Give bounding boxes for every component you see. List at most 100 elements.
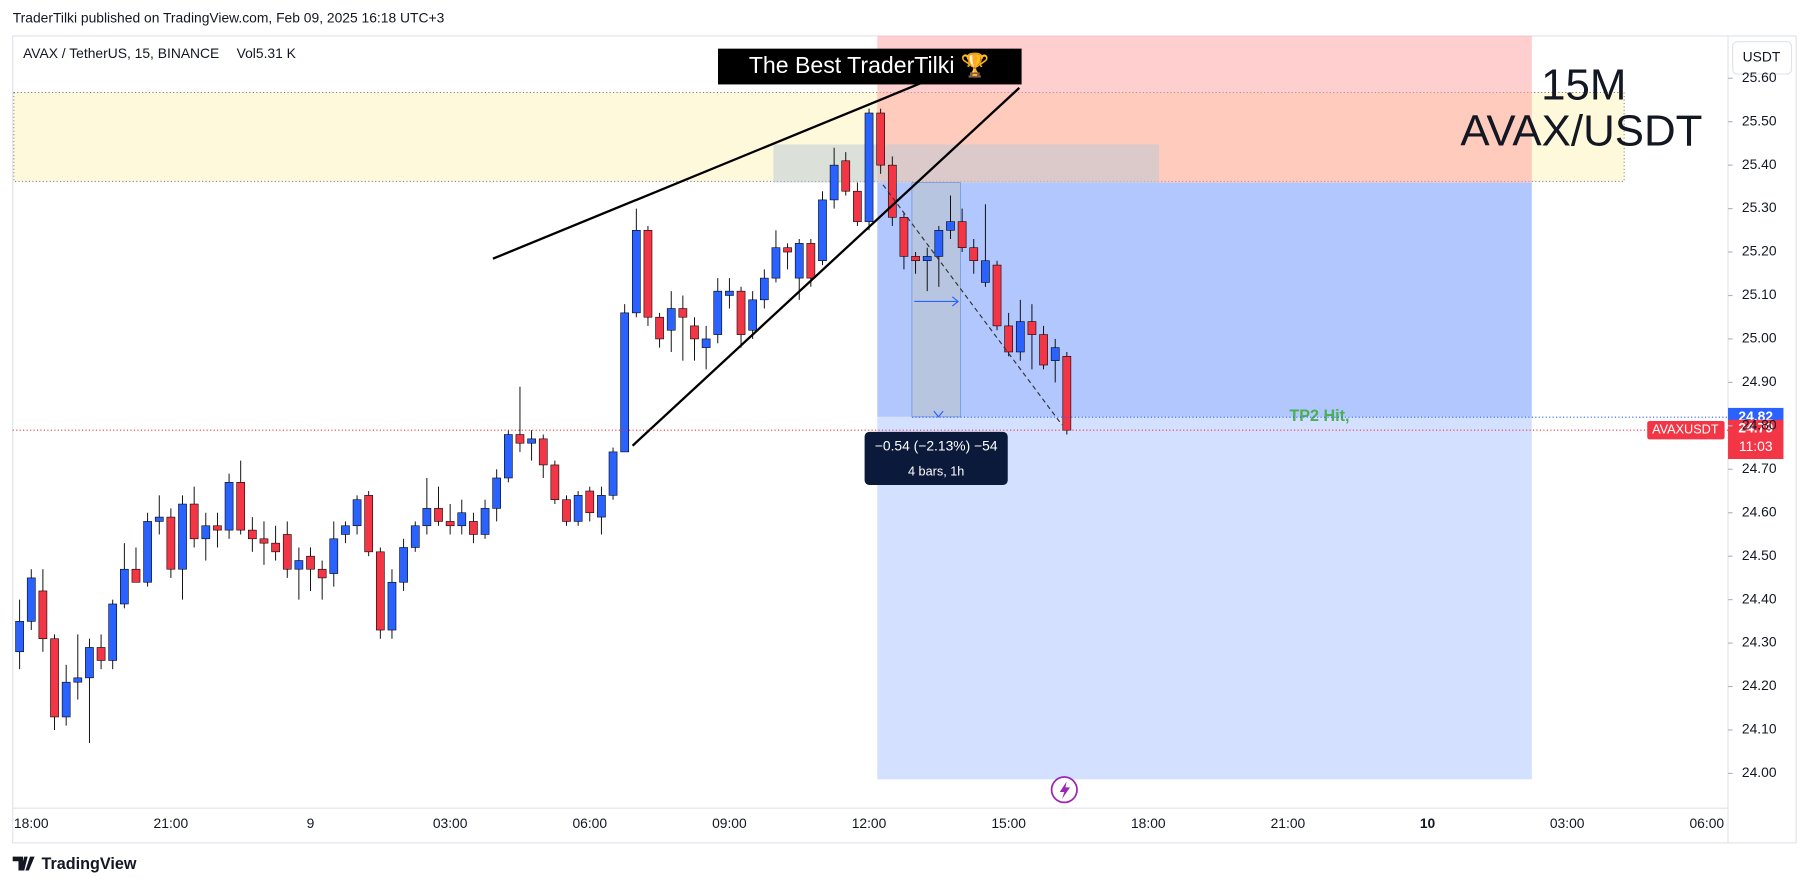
brand: TradingView (42, 855, 137, 873)
candle-body (655, 316, 664, 340)
candle-body (701, 338, 711, 348)
candle-body (620, 312, 630, 453)
candle-body (120, 568, 129, 605)
tp-label: TP2 Hit, (1289, 407, 1349, 425)
candle-body (562, 499, 571, 522)
candle-body (1062, 356, 1072, 431)
candle-body (1015, 321, 1025, 353)
y-tick-label: 25.10 (1742, 286, 1777, 302)
candle-body (469, 521, 478, 535)
candle-body (341, 525, 350, 535)
candle-body (236, 482, 246, 531)
y-tick-label: 24.20 (1742, 677, 1777, 693)
candle-body (946, 221, 955, 231)
candle-body (597, 495, 606, 518)
y-tick-label: 25.20 (1742, 243, 1777, 259)
candle-body (282, 534, 292, 570)
candle-body (85, 647, 94, 679)
y-tick-label: 25.60 (1742, 69, 1777, 85)
candle-body (480, 508, 490, 535)
candle-body (61, 681, 71, 718)
candle-body (1027, 321, 1037, 335)
measure-bars: 4 bars, 1h (908, 465, 964, 479)
candle-body (445, 521, 455, 527)
candle-body (399, 547, 408, 583)
candle-body (713, 290, 723, 335)
candle-body (748, 299, 758, 331)
candle-body (1004, 325, 1013, 353)
candle-body (992, 264, 1002, 327)
candle-body (224, 482, 234, 531)
currency-label: USDT (1743, 49, 1781, 65)
candle-body (15, 621, 24, 653)
candle-body (515, 434, 525, 444)
candle-body (538, 438, 548, 466)
candle-body (434, 508, 443, 522)
candle-body (678, 308, 688, 318)
measure-arrowhead (933, 410, 944, 418)
candle-body (143, 521, 152, 583)
overlay-symbol: AVAX/USDT (1460, 107, 1702, 156)
candle-body (841, 160, 851, 192)
candle-body (38, 590, 48, 640)
candle-body (422, 508, 432, 527)
projection-line (882, 184, 1063, 426)
candle-body (829, 164, 839, 201)
y-tick-label: 24.40 (1742, 590, 1777, 606)
x-tick-label: 06:00 (572, 815, 607, 831)
candle-body (329, 538, 339, 574)
candle-body (271, 542, 280, 553)
candle-body (608, 451, 618, 496)
candle-body (503, 434, 513, 479)
measure-change: −0.54 (−2.13%) −54 (875, 438, 998, 454)
banner (717, 48, 1022, 85)
last-price-box (1728, 419, 1784, 460)
y-tick-label: 25.00 (1742, 330, 1777, 346)
candle-body (376, 551, 385, 631)
brand-logo (12, 856, 35, 871)
candle-body (911, 256, 920, 262)
candle-body (527, 438, 536, 444)
candle-body (969, 247, 979, 262)
x-tick-label: 18:00 (1131, 815, 1166, 831)
x-tick-label: 10 (1420, 815, 1436, 831)
currency-button[interactable] (1732, 41, 1793, 75)
trendline (492, 81, 924, 260)
candle-body (550, 464, 560, 500)
x-tick-label: 18:00 (14, 815, 49, 831)
candle-body (876, 112, 885, 166)
y-tick-label: 24.90 (1742, 373, 1777, 389)
candle-body (50, 638, 59, 718)
candle-body (189, 503, 199, 540)
y-tick-label: 24.10 (1742, 721, 1777, 737)
candle-body (294, 560, 304, 570)
y-tick-label: 24.30 (1742, 634, 1777, 650)
candle-body (259, 538, 269, 544)
x-tick-label: 9 (307, 815, 315, 831)
candle-body (783, 247, 792, 253)
candle-body (352, 499, 362, 527)
candle-body (248, 529, 257, 540)
candle-body (364, 495, 374, 553)
profit-zone (877, 182, 1532, 417)
y-tick-label: 24.50 (1742, 547, 1777, 563)
candle-body (806, 243, 816, 279)
candle-body (736, 290, 746, 335)
candle-body (306, 555, 315, 570)
candle-body (573, 495, 583, 522)
x-tick-label: 12:00 (852, 815, 887, 831)
x-tick-label: 03:00 (1550, 815, 1585, 831)
candle-body (1039, 334, 1048, 366)
candle-body (643, 230, 653, 318)
candle-body (585, 490, 595, 514)
candle-body (794, 243, 804, 279)
symbol-legend: AVAX / TetherUS, 15, BINANCE (23, 45, 219, 61)
x-tick-label: 06:00 (1689, 815, 1724, 831)
banner-text: The Best TraderTilki 🏆 (749, 52, 990, 79)
measure-box (911, 182, 961, 418)
candle-body (759, 277, 769, 301)
y-tick-label: 24.70 (1742, 460, 1777, 476)
candle-body (387, 581, 397, 631)
